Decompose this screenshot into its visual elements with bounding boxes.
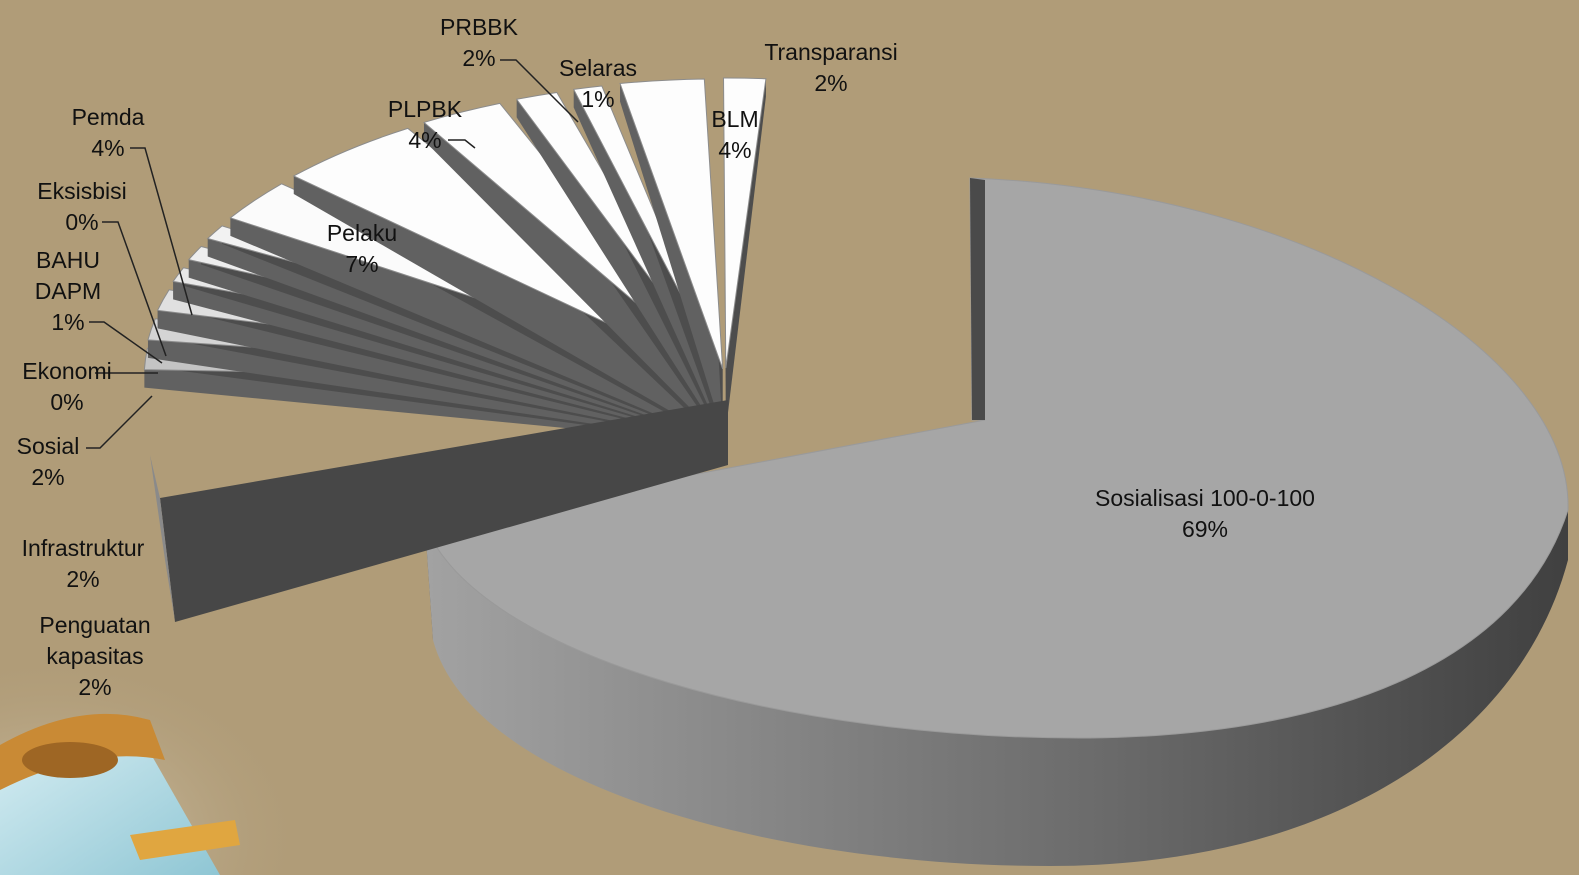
slice-label-ekonomi: Ekonomi: [22, 358, 111, 384]
slice-percent-penguatan-kapasitas: 2%: [78, 674, 111, 700]
pie-slice-sosialisasi-100-0-100: [424, 177, 1569, 866]
slice-percent-pemda: 4%: [91, 135, 124, 161]
leader-line-sosial: [86, 395, 153, 449]
slice-percent-prbbk: 2%: [462, 45, 495, 71]
jar-decoration-icon: [0, 713, 240, 875]
pie-slice-transparansi: [723, 77, 767, 432]
slice-percent-infrastruktur: 2%: [66, 566, 99, 592]
slice-label-pemda: Pemda: [72, 104, 145, 130]
leader-line-plpbk: [448, 139, 476, 149]
slice-label-sosial: Sosial: [17, 433, 80, 459]
slice-percent-sosialisasi-100-0-100: 69%: [1182, 516, 1228, 542]
slice-percent-bahu-dapm: 1%: [51, 309, 84, 335]
slice-percent-transparansi: 2%: [814, 70, 847, 96]
slice-label-selaras: Selaras: [559, 55, 637, 81]
slice-percent-plpbk: 4%: [408, 127, 441, 153]
leader-lines: [86, 59, 579, 449]
slice-label-infrastruktur: Infrastruktur: [22, 535, 145, 561]
leader-line-eksisbisi: [102, 221, 167, 357]
leader-line-pemda: [130, 147, 193, 316]
leader-line-bahu-dapm: [89, 321, 163, 364]
slice-labels: Sosialisasi 100-0-100 69% Penguatan kapasit…: [17, 14, 1315, 700]
slice-percent-selaras: 1%: [581, 86, 614, 112]
slice-label-blm: BLM: [711, 106, 758, 132]
slice-label-penguatan-kapasitas: Penguatan kapasitas: [39, 612, 150, 669]
pie-slice-blm: [619, 78, 724, 432]
slice-label-eksisbisi: Eksisbisi: [37, 178, 126, 204]
slice-label-transparansi: Transparansi: [764, 39, 897, 65]
pie-slices: [143, 77, 1569, 866]
slice-label-plpbk: PLPBK: [388, 96, 463, 122]
slice-percent-blm: 4%: [718, 137, 751, 163]
slice-percent-eksisbisi: 0%: [65, 209, 98, 235]
slice-label-prbbk: PRBBK: [440, 14, 519, 40]
slice-label-bahu-dapm: BAHU DAPM: [35, 247, 101, 304]
slice-percent-sosial: 2%: [31, 464, 64, 490]
slice-label-sosialisasi-100-0-100: Sosialisasi 100-0-100: [1095, 485, 1315, 511]
leader-line-prbbk: [500, 59, 579, 123]
pie-front-wall: [150, 400, 728, 622]
slice-percent-ekonomi: 0%: [50, 389, 83, 415]
slice-label-pelaku: Pelaku: [327, 220, 397, 246]
slice-percent-pelaku: 7%: [345, 251, 378, 277]
